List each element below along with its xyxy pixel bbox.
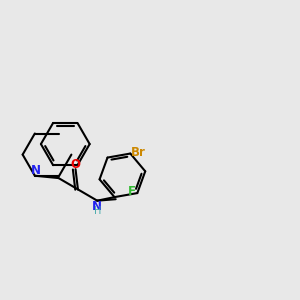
Text: N: N <box>92 200 102 213</box>
Text: H: H <box>94 206 101 216</box>
Text: F: F <box>128 185 136 198</box>
Text: Br: Br <box>131 146 146 159</box>
Text: N: N <box>31 164 41 177</box>
Text: O: O <box>70 158 80 171</box>
